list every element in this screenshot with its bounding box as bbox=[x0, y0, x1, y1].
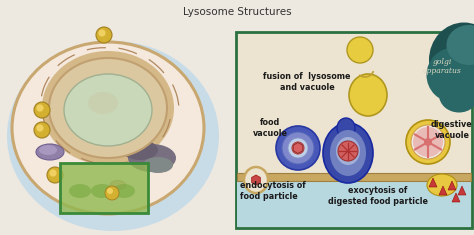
Circle shape bbox=[34, 122, 50, 138]
Ellipse shape bbox=[42, 51, 174, 165]
FancyBboxPatch shape bbox=[237, 179, 471, 227]
Circle shape bbox=[36, 104, 44, 112]
FancyBboxPatch shape bbox=[236, 32, 472, 228]
Ellipse shape bbox=[337, 118, 355, 138]
Circle shape bbox=[47, 167, 63, 183]
Ellipse shape bbox=[110, 180, 126, 189]
Circle shape bbox=[406, 120, 450, 164]
Wedge shape bbox=[428, 142, 441, 157]
Ellipse shape bbox=[69, 184, 91, 198]
Text: fusion of  lysosome
and vacuole: fusion of lysosome and vacuole bbox=[263, 72, 351, 92]
Circle shape bbox=[107, 188, 113, 194]
Circle shape bbox=[424, 138, 432, 146]
Wedge shape bbox=[413, 134, 428, 149]
Ellipse shape bbox=[330, 130, 366, 176]
Circle shape bbox=[96, 27, 112, 43]
Circle shape bbox=[99, 29, 106, 37]
Ellipse shape bbox=[7, 41, 219, 231]
Circle shape bbox=[105, 186, 119, 200]
Text: digestive
vacuole: digestive vacuole bbox=[431, 120, 473, 140]
Ellipse shape bbox=[72, 115, 92, 125]
Ellipse shape bbox=[336, 137, 360, 165]
Ellipse shape bbox=[447, 25, 474, 65]
Circle shape bbox=[338, 141, 358, 161]
Circle shape bbox=[288, 138, 308, 158]
Polygon shape bbox=[252, 175, 260, 185]
Text: Lysosome Structures: Lysosome Structures bbox=[182, 7, 292, 17]
Ellipse shape bbox=[244, 167, 268, 193]
Polygon shape bbox=[439, 186, 447, 195]
Polygon shape bbox=[458, 186, 466, 195]
Wedge shape bbox=[415, 142, 428, 157]
Wedge shape bbox=[415, 127, 428, 142]
Ellipse shape bbox=[49, 58, 167, 158]
Polygon shape bbox=[452, 193, 460, 202]
Ellipse shape bbox=[427, 174, 457, 196]
Text: exocytosis of
digested food particle: exocytosis of digested food particle bbox=[328, 186, 428, 206]
Ellipse shape bbox=[439, 78, 474, 113]
Polygon shape bbox=[429, 178, 437, 187]
Circle shape bbox=[276, 126, 320, 170]
Circle shape bbox=[49, 169, 56, 176]
Ellipse shape bbox=[88, 92, 118, 114]
Ellipse shape bbox=[122, 140, 158, 160]
Circle shape bbox=[34, 102, 50, 118]
Wedge shape bbox=[428, 134, 443, 149]
Ellipse shape bbox=[143, 157, 173, 173]
Circle shape bbox=[292, 142, 304, 154]
Circle shape bbox=[282, 132, 314, 164]
Polygon shape bbox=[293, 142, 303, 153]
Circle shape bbox=[411, 125, 445, 159]
Polygon shape bbox=[448, 181, 456, 190]
Wedge shape bbox=[428, 127, 441, 142]
FancyBboxPatch shape bbox=[237, 173, 471, 181]
Circle shape bbox=[36, 124, 44, 132]
Ellipse shape bbox=[427, 47, 474, 102]
Ellipse shape bbox=[113, 184, 135, 198]
Text: golgi
apparatus: golgi apparatus bbox=[423, 58, 461, 75]
Ellipse shape bbox=[64, 74, 152, 146]
Ellipse shape bbox=[91, 184, 113, 198]
Ellipse shape bbox=[39, 145, 57, 155]
Ellipse shape bbox=[429, 23, 474, 98]
Ellipse shape bbox=[323, 123, 373, 183]
Text: endocytosis of
food particle: endocytosis of food particle bbox=[240, 181, 306, 201]
Ellipse shape bbox=[12, 42, 204, 214]
FancyBboxPatch shape bbox=[60, 163, 148, 213]
Ellipse shape bbox=[349, 74, 387, 116]
Ellipse shape bbox=[36, 144, 64, 160]
Text: food
vacuole: food vacuole bbox=[253, 118, 288, 138]
Ellipse shape bbox=[128, 144, 176, 172]
Circle shape bbox=[347, 37, 373, 63]
